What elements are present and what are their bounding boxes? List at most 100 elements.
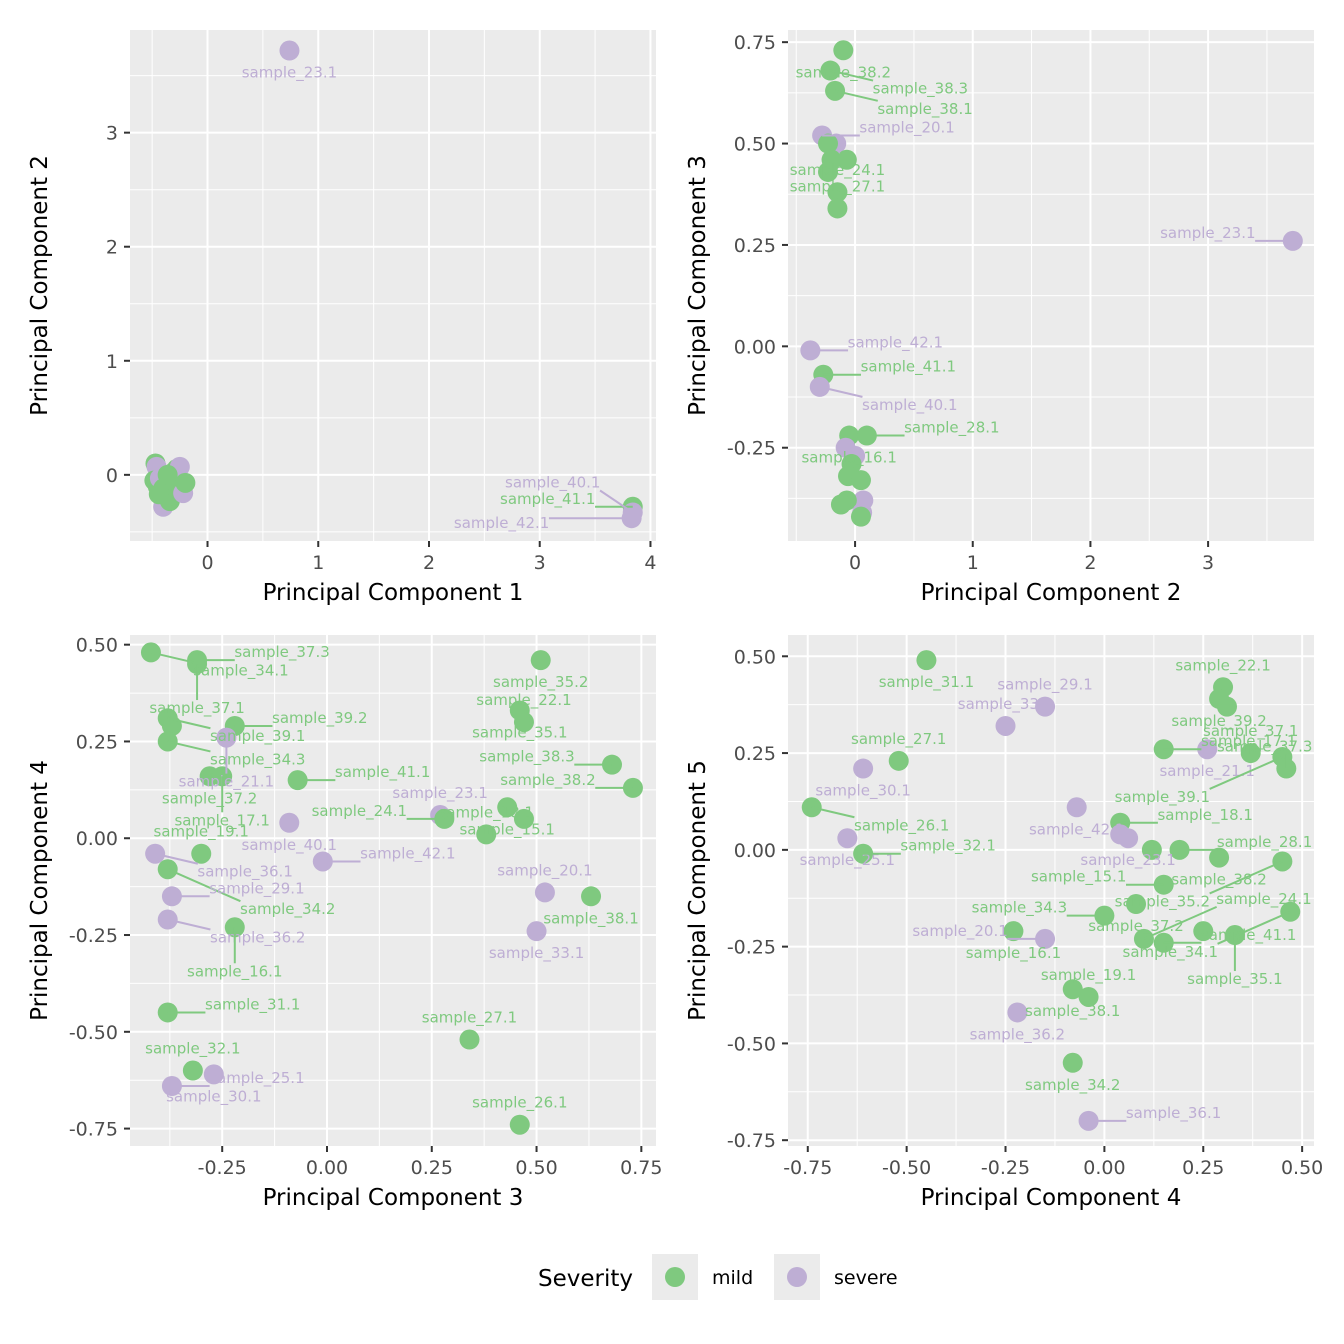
- point-label: sample_22.1: [476, 691, 571, 710]
- point-mild: [530, 650, 551, 671]
- point-severe: [279, 812, 300, 833]
- legend-label-severe: severe: [834, 1267, 898, 1289]
- y-axis-title: Principal Component 5: [685, 760, 711, 1021]
- point-label: sample_41.1: [1201, 926, 1296, 945]
- point-label: sample_37.1: [1203, 722, 1298, 741]
- point-mild: [157, 464, 178, 485]
- point-mild: [1216, 696, 1237, 717]
- point-label: sample_20.1: [497, 861, 592, 880]
- point-label: sample_40.1: [505, 473, 600, 492]
- point-mild: [1141, 839, 1162, 860]
- point-label: sample_21.1: [1159, 762, 1254, 781]
- point-label: sample_42.1: [360, 844, 455, 863]
- point-mild: [1062, 1052, 1083, 1073]
- point-mild: [1126, 894, 1147, 915]
- label-leader-line: [830, 69, 874, 82]
- point-label: sample_35.2: [493, 673, 588, 692]
- point-label: sample_23.1: [1080, 851, 1175, 870]
- panel-background: [788, 635, 1314, 1146]
- x-tick-label: 0.00: [1083, 1157, 1125, 1179]
- point-label: sample_38.1: [877, 100, 972, 119]
- point-labels: sample_23.1 sample_41.1 sample_42.1 sample_…: [242, 64, 634, 533]
- y-tick-label: 0.50: [76, 635, 118, 657]
- point-label: sample_37.2: [1088, 917, 1183, 936]
- point-label: sample_42.1: [1029, 820, 1124, 839]
- point-mild: [513, 712, 534, 733]
- label-leader-line: [1209, 756, 1283, 790]
- y-tick-label: 0.00: [734, 336, 776, 358]
- point-mild: [1193, 921, 1214, 942]
- x-tick-label: 1: [967, 552, 979, 574]
- point-mild: [833, 40, 854, 61]
- point-label: sample_38.3: [873, 80, 968, 99]
- point-label: sample_25.1: [800, 851, 895, 870]
- point-label: sample_37.3: [1217, 738, 1312, 757]
- point-label: sample_35.2: [1115, 892, 1210, 911]
- point-label: sample_28.1: [904, 419, 999, 438]
- point-label: sample_38.2: [500, 771, 595, 790]
- label-leader-line: [819, 385, 863, 398]
- point-label: sample_41.1: [500, 490, 595, 509]
- legend-key-severe: [787, 1267, 807, 1287]
- x-axis-title: Principal Component 4: [921, 1185, 1182, 1211]
- point-label: sample_38.1: [1025, 1002, 1120, 1021]
- point-mild: [581, 886, 602, 907]
- x-tick-label: 4: [644, 552, 656, 574]
- x-axis-title: Principal Component 2: [921, 580, 1182, 606]
- point-label: sample_18.1: [439, 803, 534, 822]
- y-axis-title: Principal Component 3: [685, 155, 711, 416]
- point-severe: [1118, 828, 1139, 849]
- panel-3: -0.25 0.00 0.25 0.50 0.75 -0.75 -0.50 -0.25 0.00…: [27, 635, 662, 1211]
- point-severe: [995, 715, 1016, 736]
- point-label: sample_24.1: [790, 161, 885, 180]
- point-severe: [1007, 1002, 1028, 1023]
- point-label: sample_33.1: [958, 695, 1053, 714]
- point-severe: [203, 1064, 224, 1085]
- point-label: sample_32.1: [145, 1040, 240, 1059]
- x-tick-label: 0.25: [411, 1157, 453, 1179]
- point-mild: [1078, 986, 1099, 1007]
- point-label: sample_27.1: [790, 177, 885, 196]
- x-tick-label: -0.25: [198, 1157, 247, 1179]
- point-label: sample_39.2: [272, 709, 367, 728]
- point-label: sample_19.1: [1041, 966, 1136, 985]
- point-label: sample_17.1: [1201, 732, 1296, 751]
- point-label: sample_30.1: [166, 1087, 261, 1106]
- point-mild: [916, 650, 937, 671]
- point-label: sample_23.1: [1160, 224, 1255, 243]
- x-tick-label: 2: [423, 552, 435, 574]
- x-tick-label: 2: [1084, 552, 1096, 574]
- point-label: sample_23.1: [392, 784, 487, 803]
- y-tick-label: 0.00: [76, 828, 118, 850]
- x-axis-title: Principal Component 3: [263, 1185, 524, 1211]
- x-tick-label: -0.75: [783, 1157, 832, 1179]
- point-label: sample_29.1: [209, 879, 304, 898]
- point-label: sample_16.1: [966, 944, 1061, 963]
- point-label: sample_38.3: [479, 748, 574, 767]
- x-tick-label: 3: [1202, 552, 1214, 574]
- panel-1: 0 1 2 3 4 0 1 2 3 Principal Component 1 Principal …: [27, 30, 657, 606]
- point-mild: [888, 750, 909, 771]
- points: [144, 40, 643, 529]
- point-severe: [1066, 797, 1087, 818]
- point-label: sample_18.1: [1157, 806, 1252, 825]
- point-severe: [1197, 739, 1218, 760]
- y-tick-label: -0.50: [727, 1033, 776, 1055]
- point-mild: [148, 484, 169, 505]
- y-tick-label: -0.25: [727, 937, 776, 959]
- point-label: sample_30.1: [815, 782, 910, 801]
- point-mild: [175, 472, 196, 493]
- y-tick-label: 0: [106, 465, 118, 487]
- point-label: sample_20.1: [859, 118, 954, 137]
- point-label: sample_32.1: [900, 837, 995, 856]
- points: [140, 642, 643, 1135]
- points: [800, 40, 1303, 527]
- label-leader-line: [167, 717, 211, 730]
- label-leader-line: [834, 89, 878, 102]
- panel-background: [788, 30, 1314, 541]
- y-tick-label: 0.50: [734, 646, 776, 668]
- panel-4: -0.75 -0.50 -0.25 0.00 0.25 0.50 -0.75 -0.50 -0.…: [685, 635, 1323, 1211]
- y-tick-label: 1: [106, 351, 118, 373]
- point-mild: [818, 133, 839, 154]
- point-label: sample_41.1: [335, 763, 430, 782]
